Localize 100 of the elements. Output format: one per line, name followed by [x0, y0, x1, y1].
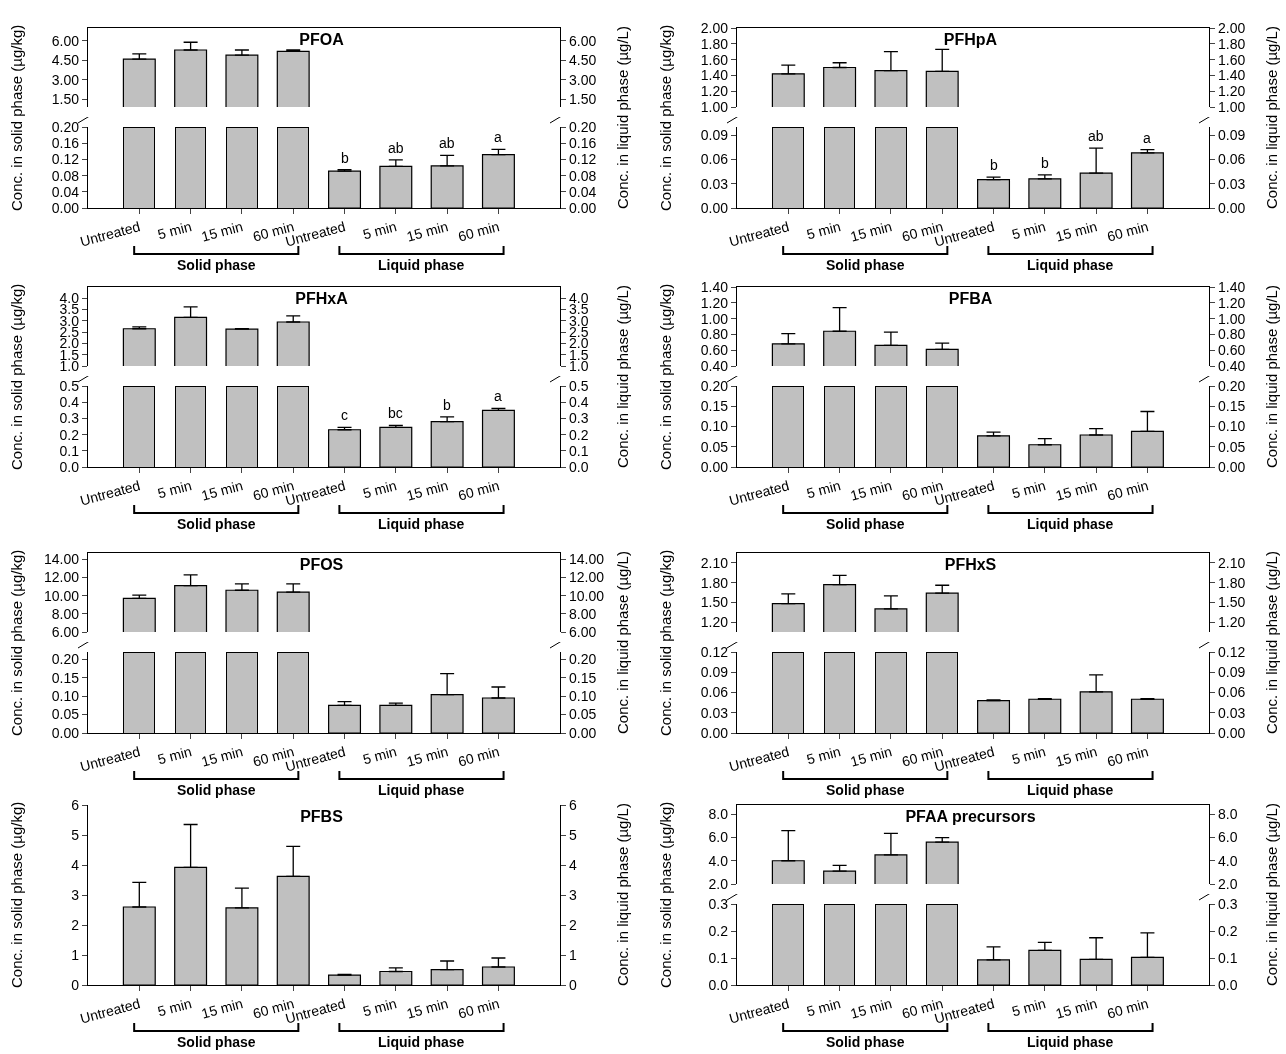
y2-axis-title: Conc. in liquid phase (µg/L) — [1261, 285, 1281, 469]
y2-tick-label: 0.16 — [569, 135, 597, 152]
y-tick-label: 2 — [71, 916, 80, 933]
annotation: b — [1041, 155, 1049, 171]
y2-tick-label: 0.12 — [569, 151, 597, 168]
y2-tick-label: 5 — [569, 826, 577, 843]
y2-tick-label: 1.20 — [1218, 614, 1246, 631]
y-tick-label: 0.00 — [700, 199, 729, 216]
y2-tick-label: 0.03 — [1218, 175, 1246, 192]
y-tick-label: 0.5 — [59, 377, 80, 394]
y-tick-label: 1.40 — [700, 67, 729, 84]
text: Solid phase — [826, 516, 905, 532]
y2-axis-title: Conc. in liquid phase (µg/L) — [1261, 551, 1281, 735]
y-tick-label: 8.0 — [708, 806, 729, 823]
annotation: b — [990, 157, 998, 173]
x-tick-label: 5 min — [1010, 477, 1048, 502]
x-tick-label: 15 min — [199, 995, 245, 1022]
y-tick-label: 0.1 — [708, 949, 729, 966]
text: Liquid phase — [378, 257, 465, 273]
y2-tick-label: 10.00 — [569, 587, 605, 604]
y-axis-title: Conc. in solid phase (µg/kg) — [655, 549, 675, 737]
y2-tick-label: 2.0 — [1218, 875, 1238, 892]
text: Solid phase — [177, 257, 256, 273]
x-tick-label: 15 min — [1053, 218, 1099, 245]
y-tick-label: 4.0 — [708, 852, 729, 869]
y2-tick-label: 0.09 — [1218, 664, 1246, 681]
annotation: a — [1143, 130, 1151, 146]
y-tick-label: 0.04 — [51, 183, 80, 200]
y-tick-label: 2.0 — [708, 875, 729, 892]
y2-tick-label: 0.05 — [1218, 438, 1246, 455]
y-axis-title: Conc. in solid phase (µg/kg) — [6, 283, 26, 471]
y2-tick-label: 12.00 — [569, 569, 605, 586]
y2-tick-label: 1 — [569, 946, 577, 963]
x-tick-label: 15 min — [404, 995, 450, 1022]
x-tick-label: 15 min — [1053, 477, 1099, 504]
y-axis-title: Conc. in solid phase (µg/kg) — [6, 549, 26, 737]
text: Liquid phase — [1027, 516, 1114, 532]
y2-tick-label: 0.4 — [569, 394, 589, 411]
y-tick-label: 1 — [71, 946, 80, 963]
y2-tick-label: 1.80 — [1218, 574, 1246, 591]
text: Solid phase — [826, 1034, 905, 1050]
y2-tick-label: 2.00 — [1218, 19, 1246, 36]
y-tick-label: 0.2 — [708, 922, 729, 939]
y-tick-label: 0.16 — [51, 135, 80, 152]
y-tick-label: 0.3 — [59, 410, 80, 427]
annotation: a — [494, 388, 502, 404]
annotation: b — [443, 397, 451, 413]
y2-tick-label: 0.3 — [569, 410, 589, 427]
y-tick-label: 1.00 — [700, 98, 729, 115]
y-tick-label: 0.00 — [700, 458, 729, 475]
x-tick-label: 5 min — [361, 477, 399, 502]
x-tick-label: 60 min — [456, 218, 502, 245]
y2-tick-label: 0.00 — [1218, 199, 1246, 216]
text: Liquid phase — [1027, 257, 1114, 273]
y2-axis-title: Conc. in liquid phase (µg/L) — [612, 285, 632, 469]
y-tick-label: 0.06 — [700, 151, 729, 168]
x-tick-label: 5 min — [361, 995, 399, 1020]
y2-tick-label: 0.04 — [569, 183, 597, 200]
y-tick-label: 5 — [71, 826, 80, 843]
y-tick-label: 1.50 — [51, 91, 80, 108]
y2-tick-label: 0.10 — [1218, 418, 1246, 435]
text: Liquid phase — [1027, 1034, 1114, 1050]
y2-tick-label: 0.2 — [569, 426, 589, 443]
chart-title: PFBA — [948, 290, 993, 308]
y2-tick-label: 14.00 — [569, 551, 605, 568]
y2-tick-label: 6.00 — [569, 623, 597, 640]
y-axis-title: Conc. in solid phase (µg/kg) — [655, 283, 675, 471]
y-tick-label: 0.03 — [700, 704, 729, 721]
y2-tick-label: 0.0 — [1218, 976, 1238, 993]
y2-axis-title: Conc. in liquid phase (µg/L) — [1261, 26, 1281, 210]
y-tick-label: 4 — [71, 856, 80, 873]
y2-tick-label: 0.05 — [569, 706, 597, 723]
x-tick-label: 15 min — [1053, 743, 1099, 770]
y2-tick-label: 1.50 — [569, 91, 597, 108]
y2-axis-title: Conc. in liquid phase (µg/L) — [1261, 803, 1281, 987]
annotation: ab — [1088, 128, 1104, 144]
y-tick-label: 0.60 — [700, 342, 729, 359]
x-tick-label: 5 min — [804, 743, 843, 768]
y2-axis-title: Conc. in liquid phase (µg/L) — [612, 26, 632, 210]
y-tick-label: 0.08 — [51, 167, 80, 184]
y-tick-label: 1.80 — [700, 35, 729, 52]
chart-title: PFHxS — [944, 556, 997, 574]
y-tick-label: 0.20 — [700, 377, 729, 394]
y-tick-label: 0.05 — [51, 706, 80, 723]
y-tick-label: 0.1 — [59, 442, 80, 459]
y2-tick-label: 0.40 — [1218, 357, 1246, 374]
y2-tick-label: 8.00 — [569, 605, 597, 622]
chart-title: PFBS — [300, 808, 344, 826]
y2-tick-label: 1.20 — [1218, 83, 1246, 100]
chart-title: PFOS — [299, 556, 344, 574]
y-tick-label: 8.00 — [51, 605, 80, 622]
x-tick-label: 15 min — [199, 477, 245, 504]
y-tick-label: 2.00 — [700, 19, 729, 36]
x-tick-label: 15 min — [404, 743, 450, 770]
x-tick-label: 60 min — [456, 477, 502, 504]
x-tick-label: 15 min — [848, 218, 894, 245]
y-axis-title: Conc. in solid phase (µg/kg) — [6, 801, 26, 989]
x-tick-label: 5 min — [155, 477, 194, 502]
y2-tick-label: 0.03 — [1218, 704, 1246, 721]
y-tick-label: 0.40 — [700, 357, 729, 374]
